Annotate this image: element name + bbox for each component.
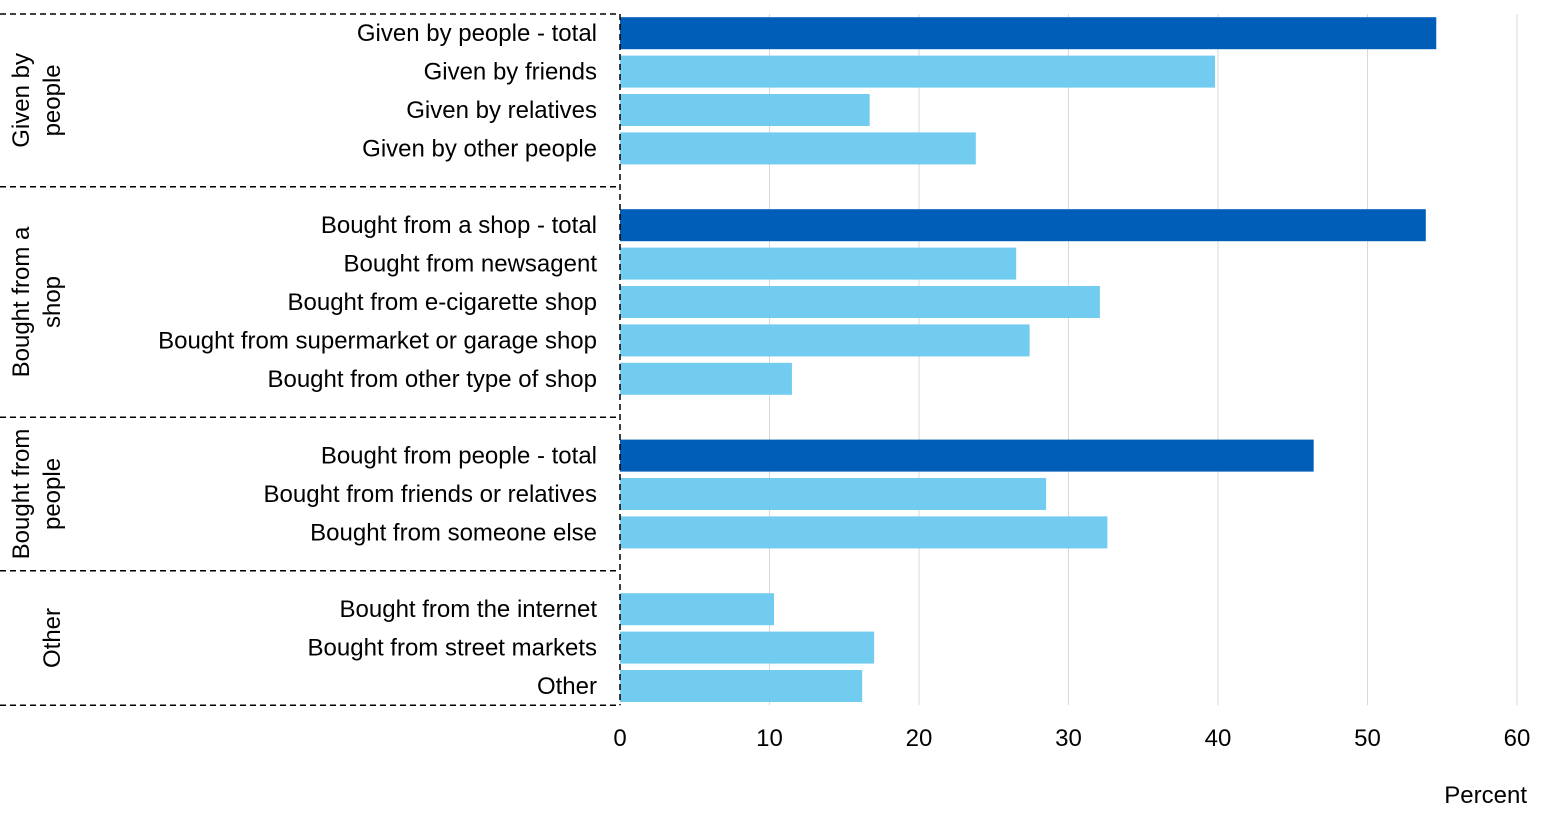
x-axis-title: Percent — [1444, 782, 1527, 809]
group-label-line: shop — [39, 276, 66, 328]
bar-bought-from-friends-or-relatives — [620, 478, 1047, 510]
category-label: Given by friends — [424, 59, 597, 86]
group-label: Bought from people — [8, 429, 66, 560]
bar-bought-from-someone-else — [620, 516, 1108, 549]
x-tick-label: 50 — [1354, 725, 1381, 752]
category-label: Bought from the internet — [340, 596, 598, 623]
group-label-line: people — [39, 458, 66, 530]
x-tick-label: 60 — [1504, 725, 1531, 752]
x-axis-ticks: 0 10 20 30 40 50 60 — [613, 725, 1530, 752]
bar-given-by-friends — [620, 55, 1216, 88]
group-label-line: Bought from a — [8, 226, 35, 377]
bars — [620, 17, 1437, 702]
x-tick-label: 20 — [906, 725, 933, 752]
group-label-line: people — [39, 64, 66, 136]
group-label-line: Bought from — [8, 429, 35, 560]
group-label-line: Other — [39, 608, 66, 668]
category-label: Other — [537, 673, 597, 700]
group-label-line: Given by — [8, 53, 35, 148]
bar-other — [620, 670, 863, 702]
category-labels: Given by people - total Given by friends G… — [158, 20, 597, 700]
category-label: Given by relatives — [406, 97, 597, 124]
group-label: Given by people — [8, 53, 66, 148]
bar-given-by-other-people — [620, 132, 976, 165]
x-tick-label: 0 — [613, 725, 626, 752]
x-tick-label: 30 — [1055, 725, 1082, 752]
category-label: Bought from street markets — [308, 635, 597, 662]
category-label: Bought from other type of shop — [267, 366, 597, 393]
category-label: Bought from e-cigarette shop — [287, 289, 597, 316]
category-label: Given by other people — [362, 135, 597, 162]
bar-bought-from-the-internet — [620, 593, 774, 626]
group-separators — [0, 13, 621, 706]
bar-bought-from-other-type-of-shop — [620, 362, 792, 395]
category-label: Bought from a shop - total — [321, 212, 597, 239]
group-label: Other — [39, 608, 66, 668]
bar-bought-from-supermarket-or-garage-shop — [620, 324, 1030, 357]
category-label: Bought from someone else — [310, 519, 597, 546]
bar-bought-from-newsagent — [620, 247, 1017, 280]
category-label: Given by people - total — [357, 20, 597, 47]
category-label: Bought from supermarket or garage shop — [158, 327, 597, 354]
x-tick-label: 40 — [1205, 725, 1232, 752]
bar-bought-from-a-shop-total — [620, 209, 1426, 242]
bar-given-by-people-total — [620, 17, 1437, 50]
bar-bought-from-people-total — [620, 439, 1314, 472]
category-label: Bought from people - total — [321, 443, 597, 470]
category-label: Bought from newsagent — [344, 251, 598, 278]
gridlines — [769, 14, 1518, 706]
bar-given-by-relatives — [620, 94, 870, 126]
group-label: Bought from a shop — [8, 226, 66, 377]
x-tick-label: 10 — [756, 725, 783, 752]
bar-bought-from-street-markets — [620, 631, 875, 664]
category-label: Bought from friends or relatives — [264, 481, 597, 508]
bar-bought-from-e-cigarette-shop — [620, 286, 1100, 318]
